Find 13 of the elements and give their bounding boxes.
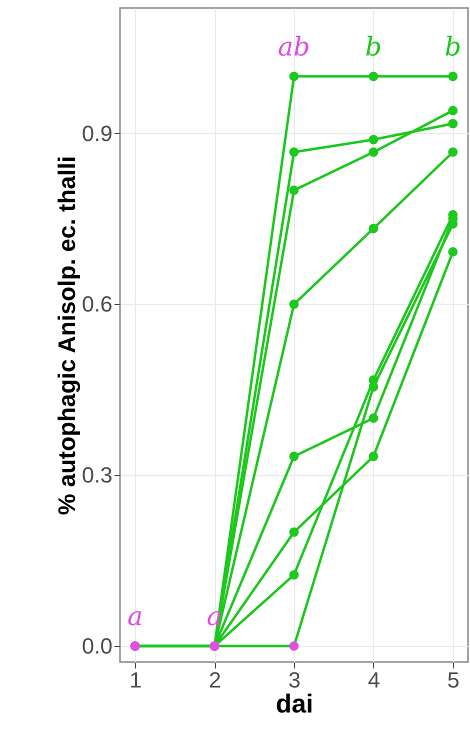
x-tick-label: 4 xyxy=(368,668,380,692)
y-axis-title: % autophagic Anisolp. ec. thalli xyxy=(54,156,81,516)
annotation: ab xyxy=(278,32,310,62)
y-tick-label: 0.3 xyxy=(82,462,112,488)
x-tick-label: 1 xyxy=(129,668,142,692)
y-tick-label: 0.0 xyxy=(82,634,112,659)
x-tick-label: 5 xyxy=(447,668,460,692)
annotation: a xyxy=(127,602,143,632)
annotation: b xyxy=(444,32,462,62)
y-tick-label: 0.9 xyxy=(82,120,112,146)
x-tick-label: 2 xyxy=(208,668,222,692)
y-tick-label: 0.6 xyxy=(82,292,112,317)
annotation: b xyxy=(365,32,382,62)
